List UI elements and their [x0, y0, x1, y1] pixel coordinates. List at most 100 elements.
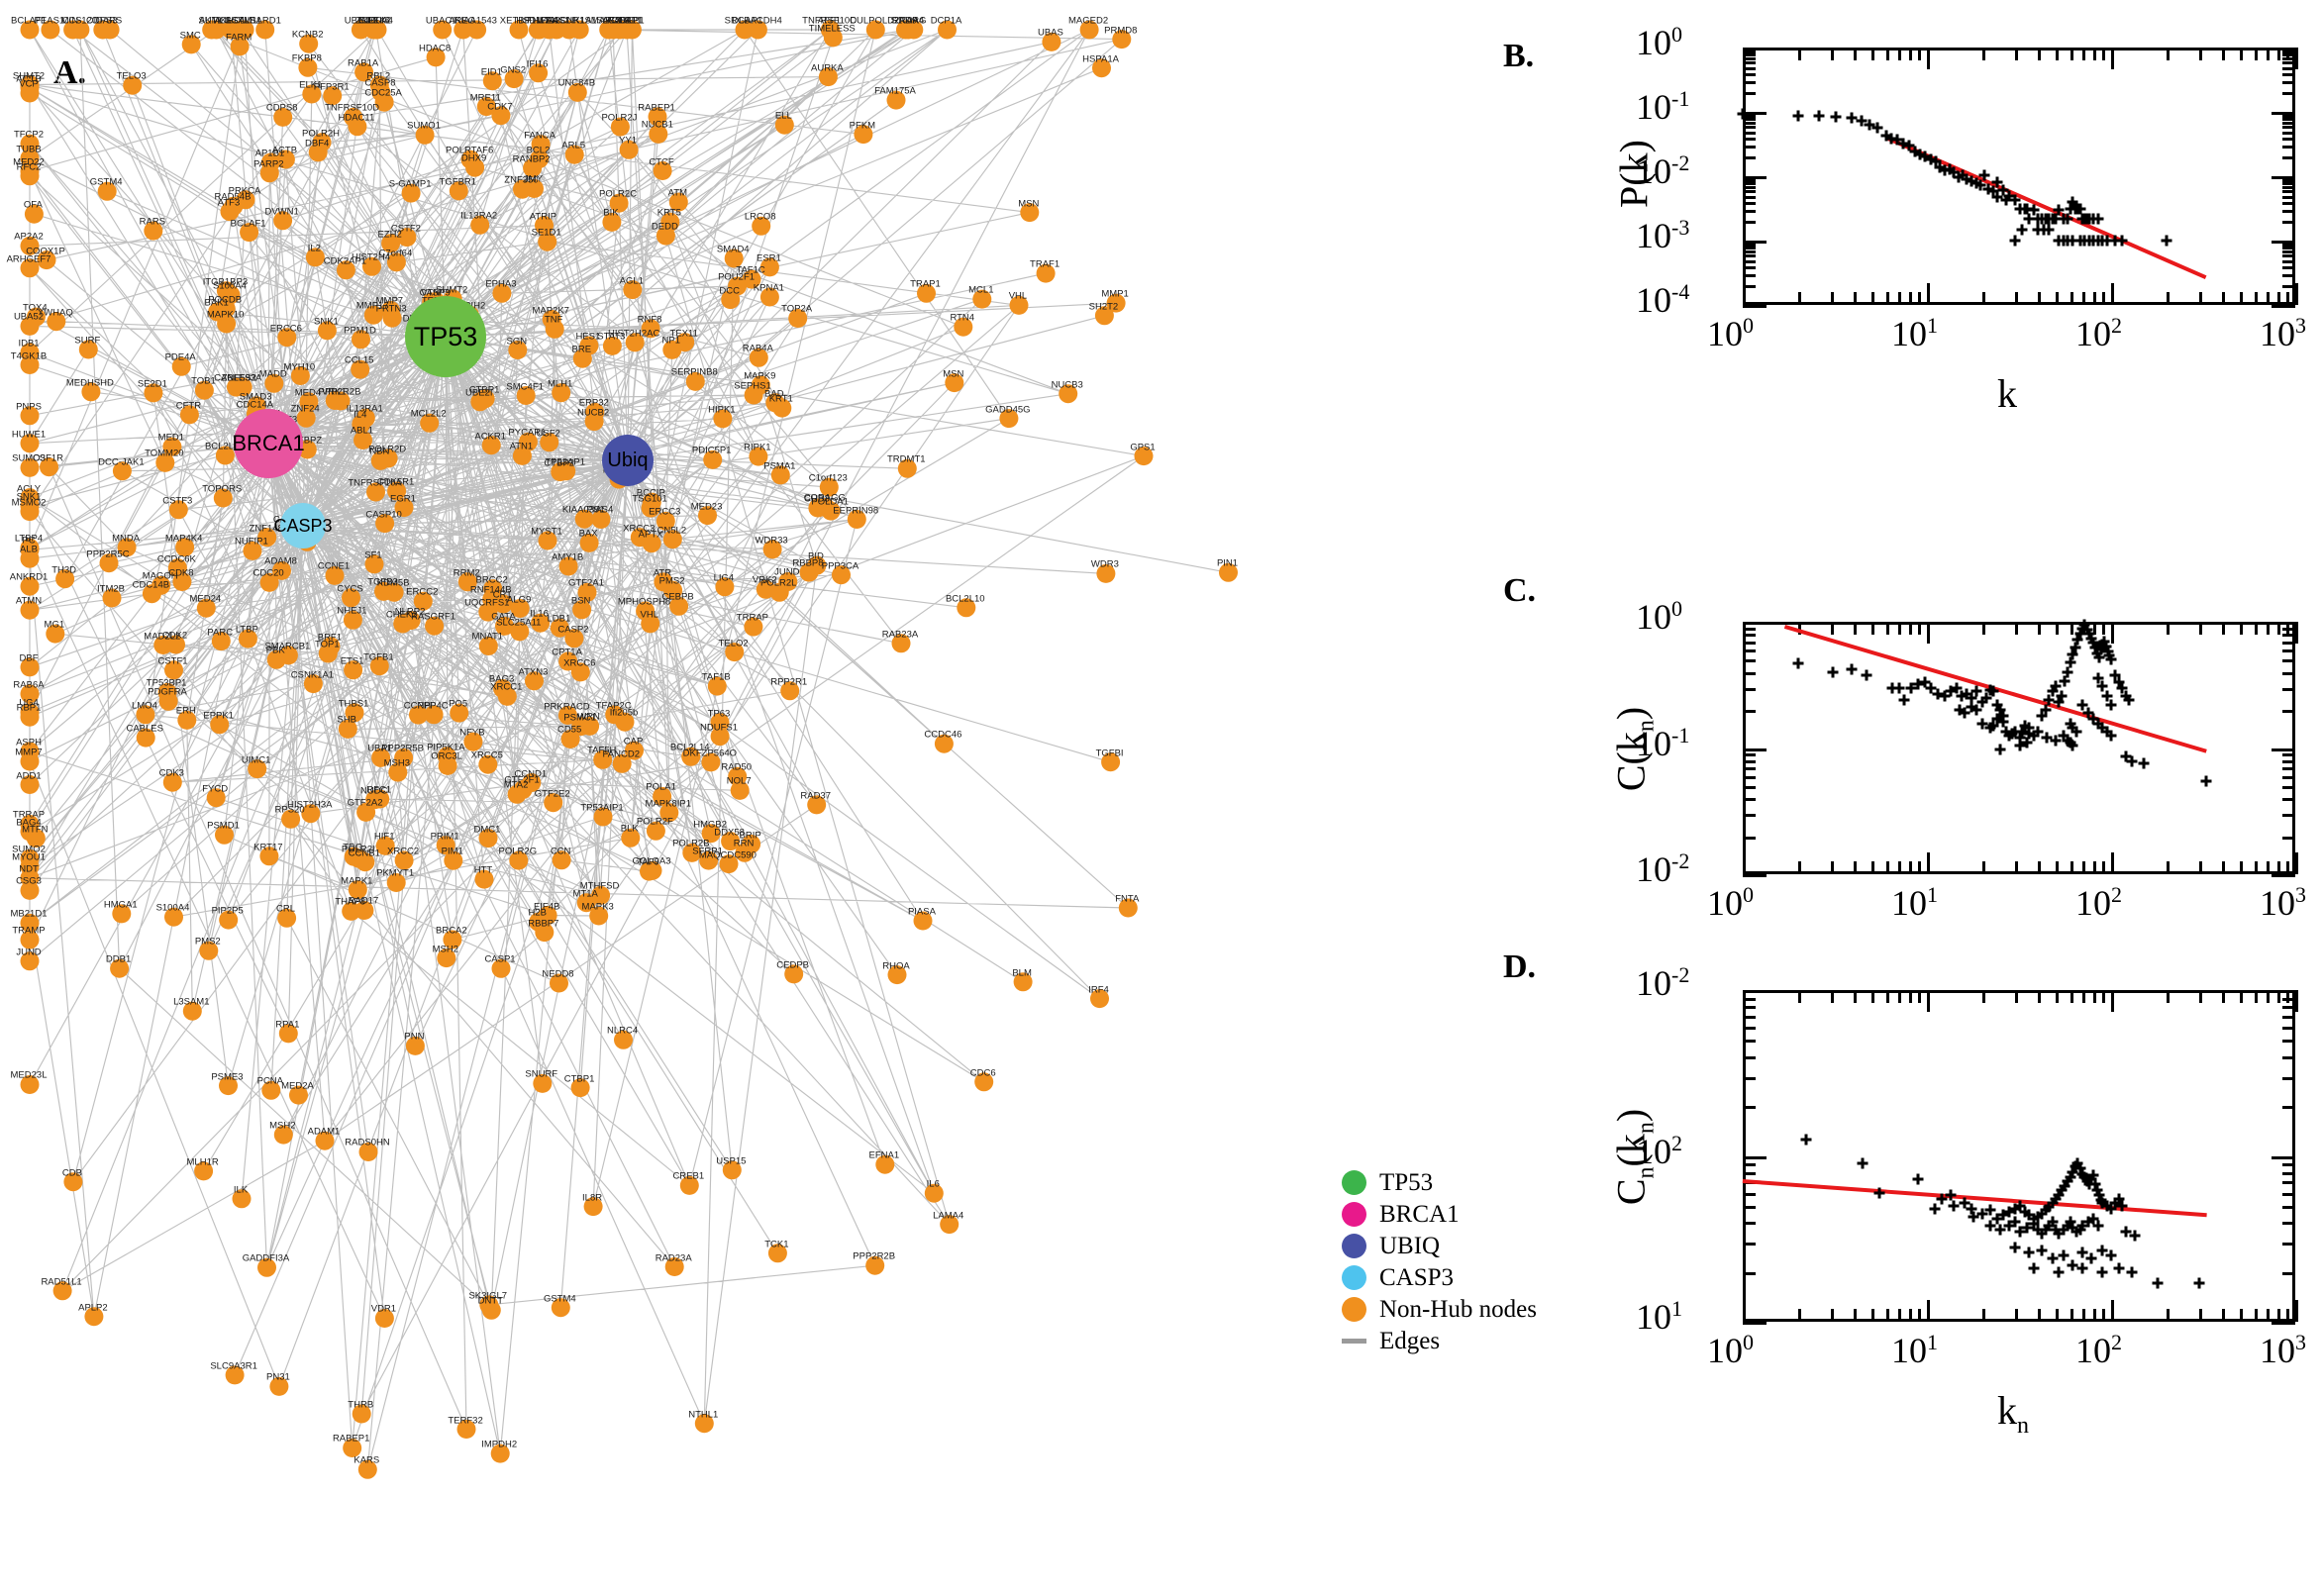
network-node[interactable]	[538, 906, 557, 925]
network-node[interactable]	[81, 382, 101, 402]
network-node[interactable]	[20, 540, 40, 559]
network-node[interactable]	[898, 20, 918, 40]
network-node[interactable]	[331, 391, 351, 411]
network-node[interactable]	[538, 531, 557, 550]
network-node[interactable]	[281, 809, 301, 829]
network-node[interactable]	[424, 705, 444, 725]
network-node[interactable]	[142, 584, 161, 604]
network-node[interactable]	[662, 530, 682, 549]
network-node[interactable]	[37, 250, 56, 270]
network-node[interactable]	[358, 1143, 378, 1161]
network-node[interactable]	[530, 20, 550, 40]
network-node[interactable]	[144, 383, 163, 403]
network-node[interactable]	[299, 392, 319, 412]
network-hub-ubiq[interactable]: Ubiq	[602, 435, 654, 486]
network-node[interactable]	[97, 181, 117, 201]
network-node[interactable]	[342, 588, 360, 608]
network-node[interactable]	[679, 1175, 699, 1195]
network-node[interactable]	[513, 179, 532, 199]
network-node[interactable]	[491, 958, 511, 978]
network-node[interactable]	[215, 825, 234, 845]
network-node[interactable]	[257, 1257, 276, 1277]
network-node[interactable]	[478, 829, 498, 848]
network-node[interactable]	[544, 793, 563, 813]
network-node[interactable]	[710, 713, 730, 733]
network-node[interactable]	[355, 408, 375, 428]
network-node[interactable]	[550, 618, 569, 638]
network-node[interactable]	[694, 1414, 714, 1434]
network-node[interactable]	[614, 1030, 633, 1049]
network-node[interactable]	[643, 860, 662, 880]
network-node[interactable]	[444, 850, 463, 870]
network-node[interactable]	[721, 290, 741, 310]
network-node[interactable]	[579, 533, 599, 552]
network-node[interactable]	[171, 356, 191, 376]
network-node[interactable]	[887, 965, 907, 985]
network-node[interactable]	[648, 107, 667, 127]
network-node[interactable]	[303, 674, 323, 694]
network-node[interactable]	[344, 107, 363, 127]
network-node[interactable]	[20, 848, 40, 868]
network-node[interactable]	[467, 20, 487, 40]
network-node[interactable]	[1059, 384, 1078, 404]
network-node[interactable]	[110, 958, 130, 978]
network-node[interactable]	[20, 684, 40, 704]
network-node[interactable]	[612, 753, 632, 773]
network-node[interactable]	[1096, 563, 1116, 583]
network-node[interactable]	[202, 20, 222, 40]
network-node[interactable]	[954, 317, 973, 337]
network-node[interactable]	[26, 307, 46, 327]
network-node[interactable]	[492, 283, 512, 303]
network-node[interactable]	[752, 216, 771, 236]
network-node[interactable]	[1092, 58, 1111, 78]
network-node[interactable]	[117, 538, 137, 557]
network-node[interactable]	[641, 498, 660, 518]
network-node[interactable]	[240, 223, 259, 243]
network-node[interactable]	[437, 948, 456, 968]
network-node[interactable]	[623, 280, 643, 300]
network-node[interactable]	[40, 457, 58, 477]
network-node[interactable]	[589, 906, 609, 926]
network-node[interactable]	[897, 458, 917, 478]
network-node[interactable]	[564, 629, 584, 648]
network-node[interactable]	[211, 632, 231, 651]
network-node[interactable]	[232, 1189, 252, 1209]
network-node[interactable]	[26, 829, 46, 848]
network-node[interactable]	[1118, 898, 1138, 918]
network-node[interactable]	[344, 660, 363, 680]
network-node[interactable]	[564, 145, 584, 164]
network-node[interactable]	[155, 452, 175, 472]
network-node[interactable]	[1090, 989, 1109, 1009]
network-node[interactable]	[41, 20, 60, 40]
network-node[interactable]	[47, 312, 66, 332]
network-node[interactable]	[784, 964, 804, 984]
network-node[interactable]	[20, 343, 40, 362]
network-node[interactable]	[1094, 306, 1114, 326]
network-node[interactable]	[181, 35, 201, 54]
network-node[interactable]	[351, 20, 370, 40]
network-node[interactable]	[78, 340, 98, 359]
network-node[interactable]	[917, 283, 936, 303]
network-node[interactable]	[630, 528, 650, 548]
network-node[interactable]	[302, 84, 322, 104]
network-node[interactable]	[338, 719, 357, 739]
network-node[interactable]	[478, 602, 498, 622]
network-node[interactable]	[112, 461, 132, 481]
network-node[interactable]	[710, 727, 730, 747]
network-node[interactable]	[366, 482, 385, 502]
network-node[interactable]	[974, 1072, 994, 1092]
network-node[interactable]	[261, 1080, 281, 1100]
network-node[interactable]	[384, 582, 404, 602]
network-node[interactable]	[767, 1244, 787, 1263]
network-node[interactable]	[158, 691, 178, 711]
network-node[interactable]	[681, 747, 701, 766]
network-node[interactable]	[533, 1073, 553, 1093]
network-node[interactable]	[344, 847, 363, 866]
network-node[interactable]	[248, 759, 267, 779]
network-node[interactable]	[742, 269, 761, 289]
network-node[interactable]	[1112, 30, 1132, 50]
network-node[interactable]	[278, 646, 298, 665]
network-node[interactable]	[491, 106, 511, 126]
network-node[interactable]	[512, 446, 532, 465]
network-node[interactable]	[576, 893, 596, 913]
